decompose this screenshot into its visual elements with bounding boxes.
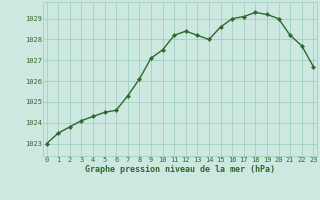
X-axis label: Graphe pression niveau de la mer (hPa): Graphe pression niveau de la mer (hPa) <box>85 165 275 174</box>
